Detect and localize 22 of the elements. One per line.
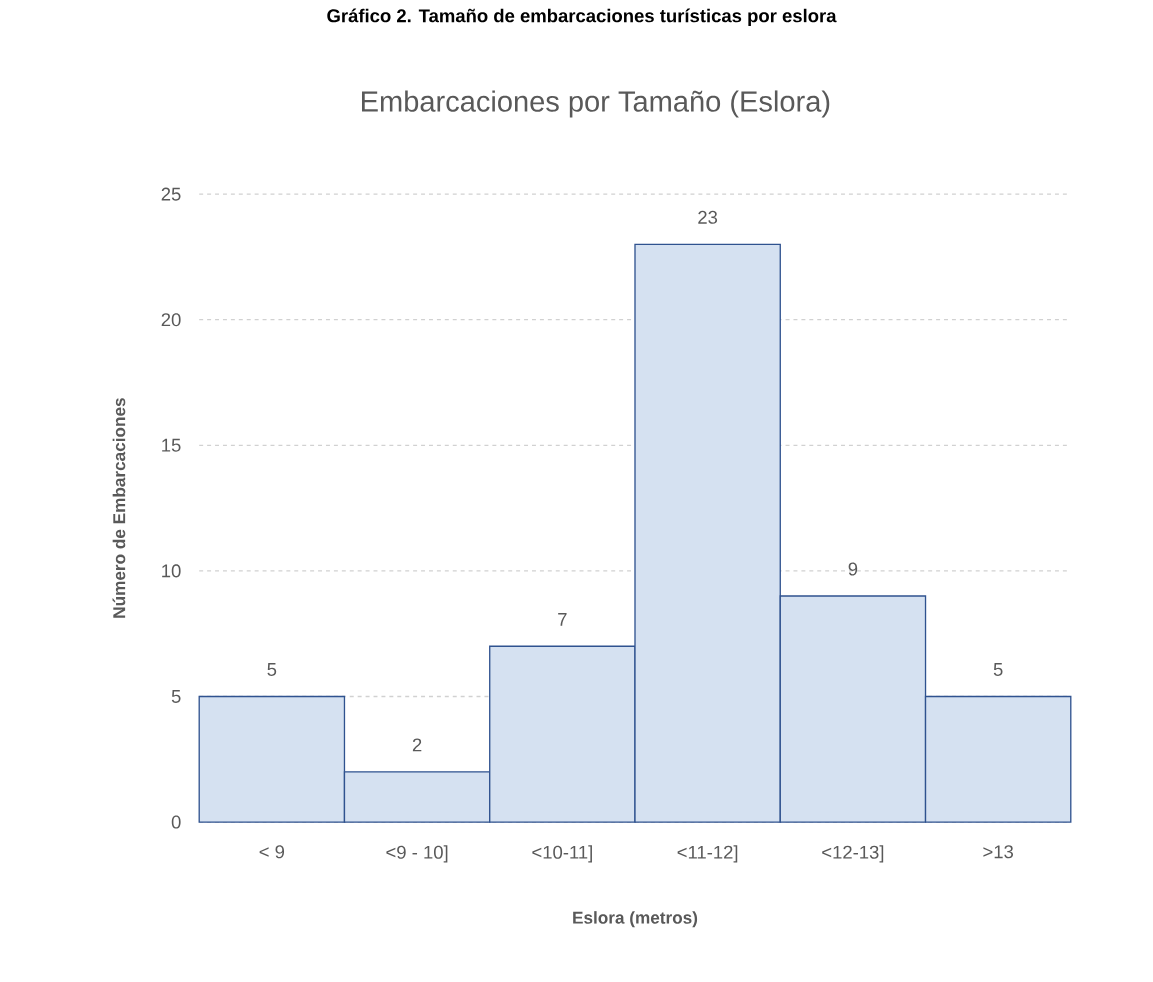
y-tick-label: 0 — [171, 815, 181, 829]
x-tick-label: <9 - 10] — [386, 845, 448, 863]
data-label: 2 — [412, 738, 422, 752]
x-axis-title: Eslora (metros) — [573, 911, 698, 928]
y-tick-label: 20 — [161, 313, 181, 327]
data-label: 7 — [558, 613, 567, 626]
y-axis-title: Número de Embarcaciones — [112, 398, 126, 618]
data-label: 5 — [993, 663, 1003, 677]
data-label: 5 — [267, 663, 277, 677]
x-tick-label: >13 — [983, 845, 1014, 859]
y-tick-label: 25 — [161, 187, 181, 201]
y-tick-label: 10 — [162, 564, 181, 578]
text: Gráfico 2. Tamaño de embarcaciones turísticas por eslora — [327, 8, 837, 27]
chart-title: Embarcaciones por Tamaño (Eslora) — [362, 90, 830, 118]
y-tick-label: 5 — [171, 690, 181, 704]
x-tick-label: <11-12] — [677, 845, 738, 863]
data-label: 9 — [848, 562, 858, 576]
x-tick-label: < 9 — [259, 845, 285, 859]
y-tick-label: 15 — [162, 439, 181, 452]
x-tick-label: <12-13] — [822, 845, 884, 863]
x-tick-label: <10-11] — [532, 845, 592, 863]
data-label: 23 — [698, 210, 718, 225]
